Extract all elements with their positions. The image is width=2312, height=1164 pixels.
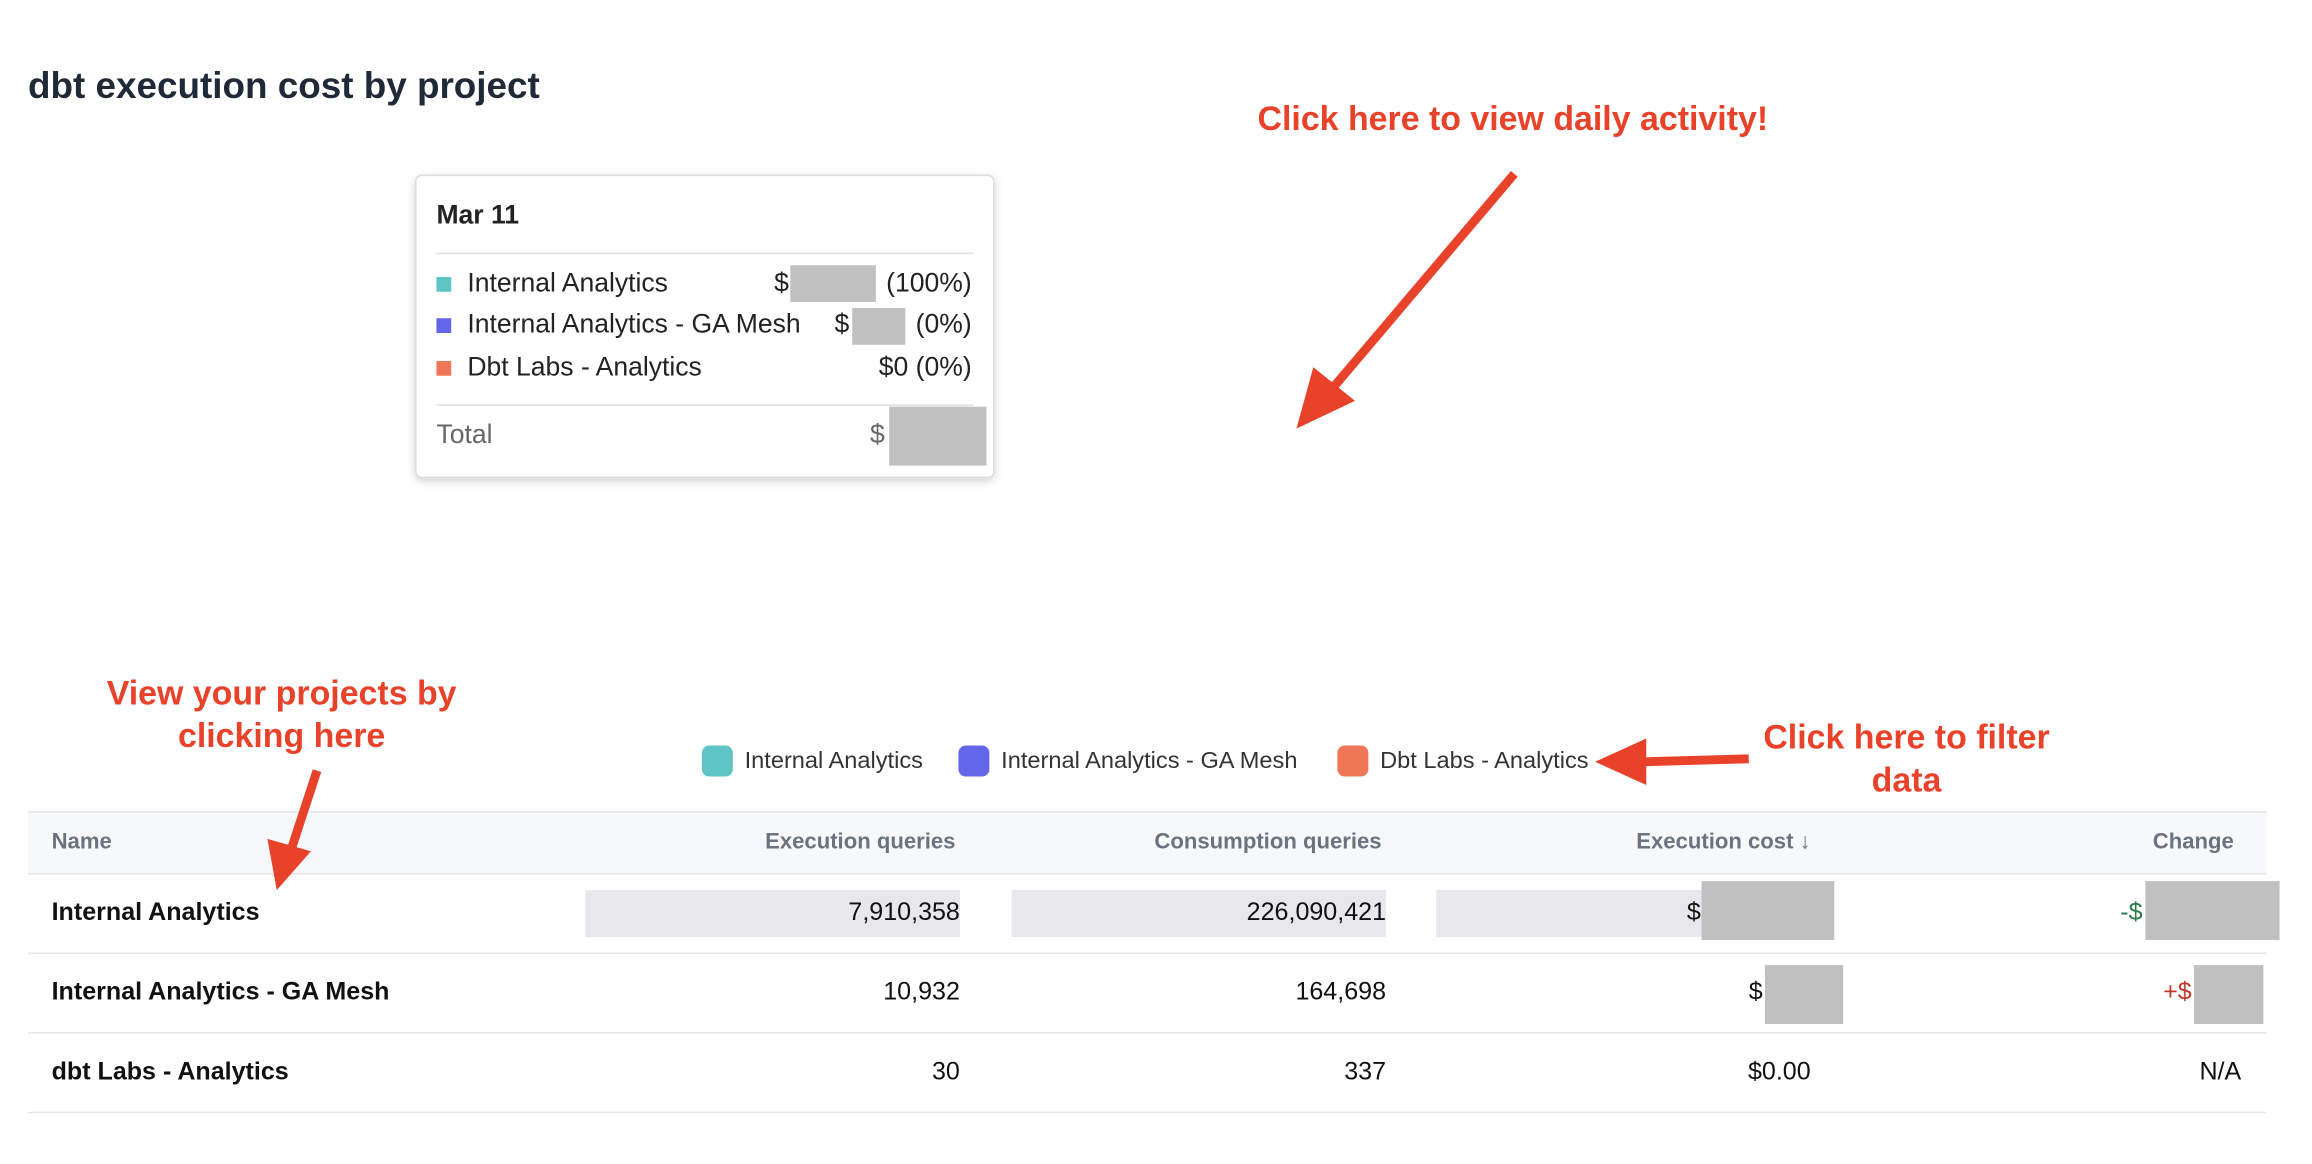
tooltip-swatch	[436, 360, 452, 376]
table-cell: $	[1749, 978, 1763, 1006]
tooltip-value: $0 (0%)	[879, 351, 972, 381]
tooltip-swatch	[436, 318, 452, 333]
table-cell: $0.00	[1748, 1057, 1811, 1085]
arrow-head	[267, 838, 311, 891]
tooltip-series: Internal Analytics - GA Mesh	[467, 309, 800, 339]
redaction	[2194, 965, 2264, 1025]
redaction	[852, 307, 906, 345]
tooltip-series: Internal Analytics	[467, 267, 668, 297]
redaction	[1701, 881, 1835, 941]
project-name[interactable]: Internal Analytics	[52, 898, 260, 926]
tooltip-share: (100%)	[886, 267, 972, 297]
tooltip: Mar 11 Total $ Internal Analytics $ (100%)…	[415, 174, 995, 479]
arrow	[1643, 754, 1749, 767]
table-cell: 7,910,358	[848, 898, 959, 926]
tooltip-series: Dbt Labs - Analytics	[467, 351, 701, 381]
redactions	[790, 265, 2280, 1025]
legend-item[interactable]: Internal Analytics	[701, 745, 923, 777]
cell-bar	[1011, 889, 1387, 938]
tooltip-title: Mar 11	[436, 200, 519, 230]
annotation: data	[1872, 761, 1943, 799]
table-header-bg	[28, 811, 2267, 874]
table-header: Execution queries	[765, 829, 955, 854]
table-header: Change	[2153, 829, 2234, 854]
redaction	[790, 265, 876, 303]
arrows	[267, 171, 1749, 891]
table-cell: -$	[2120, 898, 2142, 926]
table-cell: N/A	[2199, 1057, 2241, 1085]
arrow	[287, 769, 322, 849]
table-cell: 10,932	[883, 978, 960, 1006]
tooltip-value: $	[774, 267, 789, 297]
table-cell: +$	[2163, 978, 2192, 1006]
arrow-head	[1296, 367, 1355, 429]
legend-label: Internal Analytics	[745, 747, 923, 773]
annotation: Click here to view daily activity!	[1258, 100, 1769, 138]
redaction	[1764, 965, 1844, 1025]
table-header: Name	[52, 829, 112, 854]
project-name[interactable]: Internal Analytics - GA Mesh	[52, 978, 390, 1006]
table-cell: $	[1687, 898, 1701, 926]
arrow	[1331, 171, 1518, 389]
legend-item[interactable]: Internal Analytics - GA Mesh	[958, 745, 1297, 777]
annotation: View your projects by	[107, 674, 457, 712]
legend-swatch	[701, 745, 733, 777]
arrow-head	[1595, 738, 1647, 786]
tooltip-swatch	[436, 277, 452, 292]
table-cell: 30	[932, 1057, 960, 1085]
legend-label: Internal Analytics - GA Mesh	[1001, 747, 1297, 773]
legend-swatch	[958, 745, 990, 777]
cell-bar	[585, 889, 960, 938]
tooltip-box	[415, 174, 995, 479]
tooltip-total-label: Total	[436, 419, 492, 449]
chart-title: dbt execution cost by project	[28, 65, 540, 106]
annotation: clicking here	[178, 717, 385, 755]
legend-item[interactable]: Dbt Labs - Analytics	[1337, 745, 1589, 777]
table-cell: 337	[1344, 1057, 1386, 1085]
tooltip-total-value: $	[870, 419, 885, 449]
legend: Internal Analytics Internal Analytics - G…	[701, 745, 1589, 777]
table-cell: 164,698	[1295, 978, 1386, 1006]
table-cell: 226,090,421	[1247, 898, 1386, 926]
annotations: Click here to view daily activity! View y…	[107, 100, 2050, 800]
tooltip-share: (0%)	[916, 309, 972, 339]
table-header: Consumption queries	[1154, 829, 1381, 854]
annotation: Click here to filter	[1763, 719, 2049, 757]
legend-label: Dbt Labs - Analytics	[1380, 747, 1588, 773]
legend-swatch	[1337, 745, 1369, 777]
tooltip-value: $	[835, 309, 850, 339]
redaction	[889, 406, 987, 466]
redaction	[2145, 881, 2280, 941]
project-name[interactable]: dbt Labs - Analytics	[52, 1057, 289, 1085]
table: Name Execution queries Consumption queries…	[28, 811, 2267, 1114]
table-header[interactable]: Execution cost ↓	[1636, 829, 1810, 854]
